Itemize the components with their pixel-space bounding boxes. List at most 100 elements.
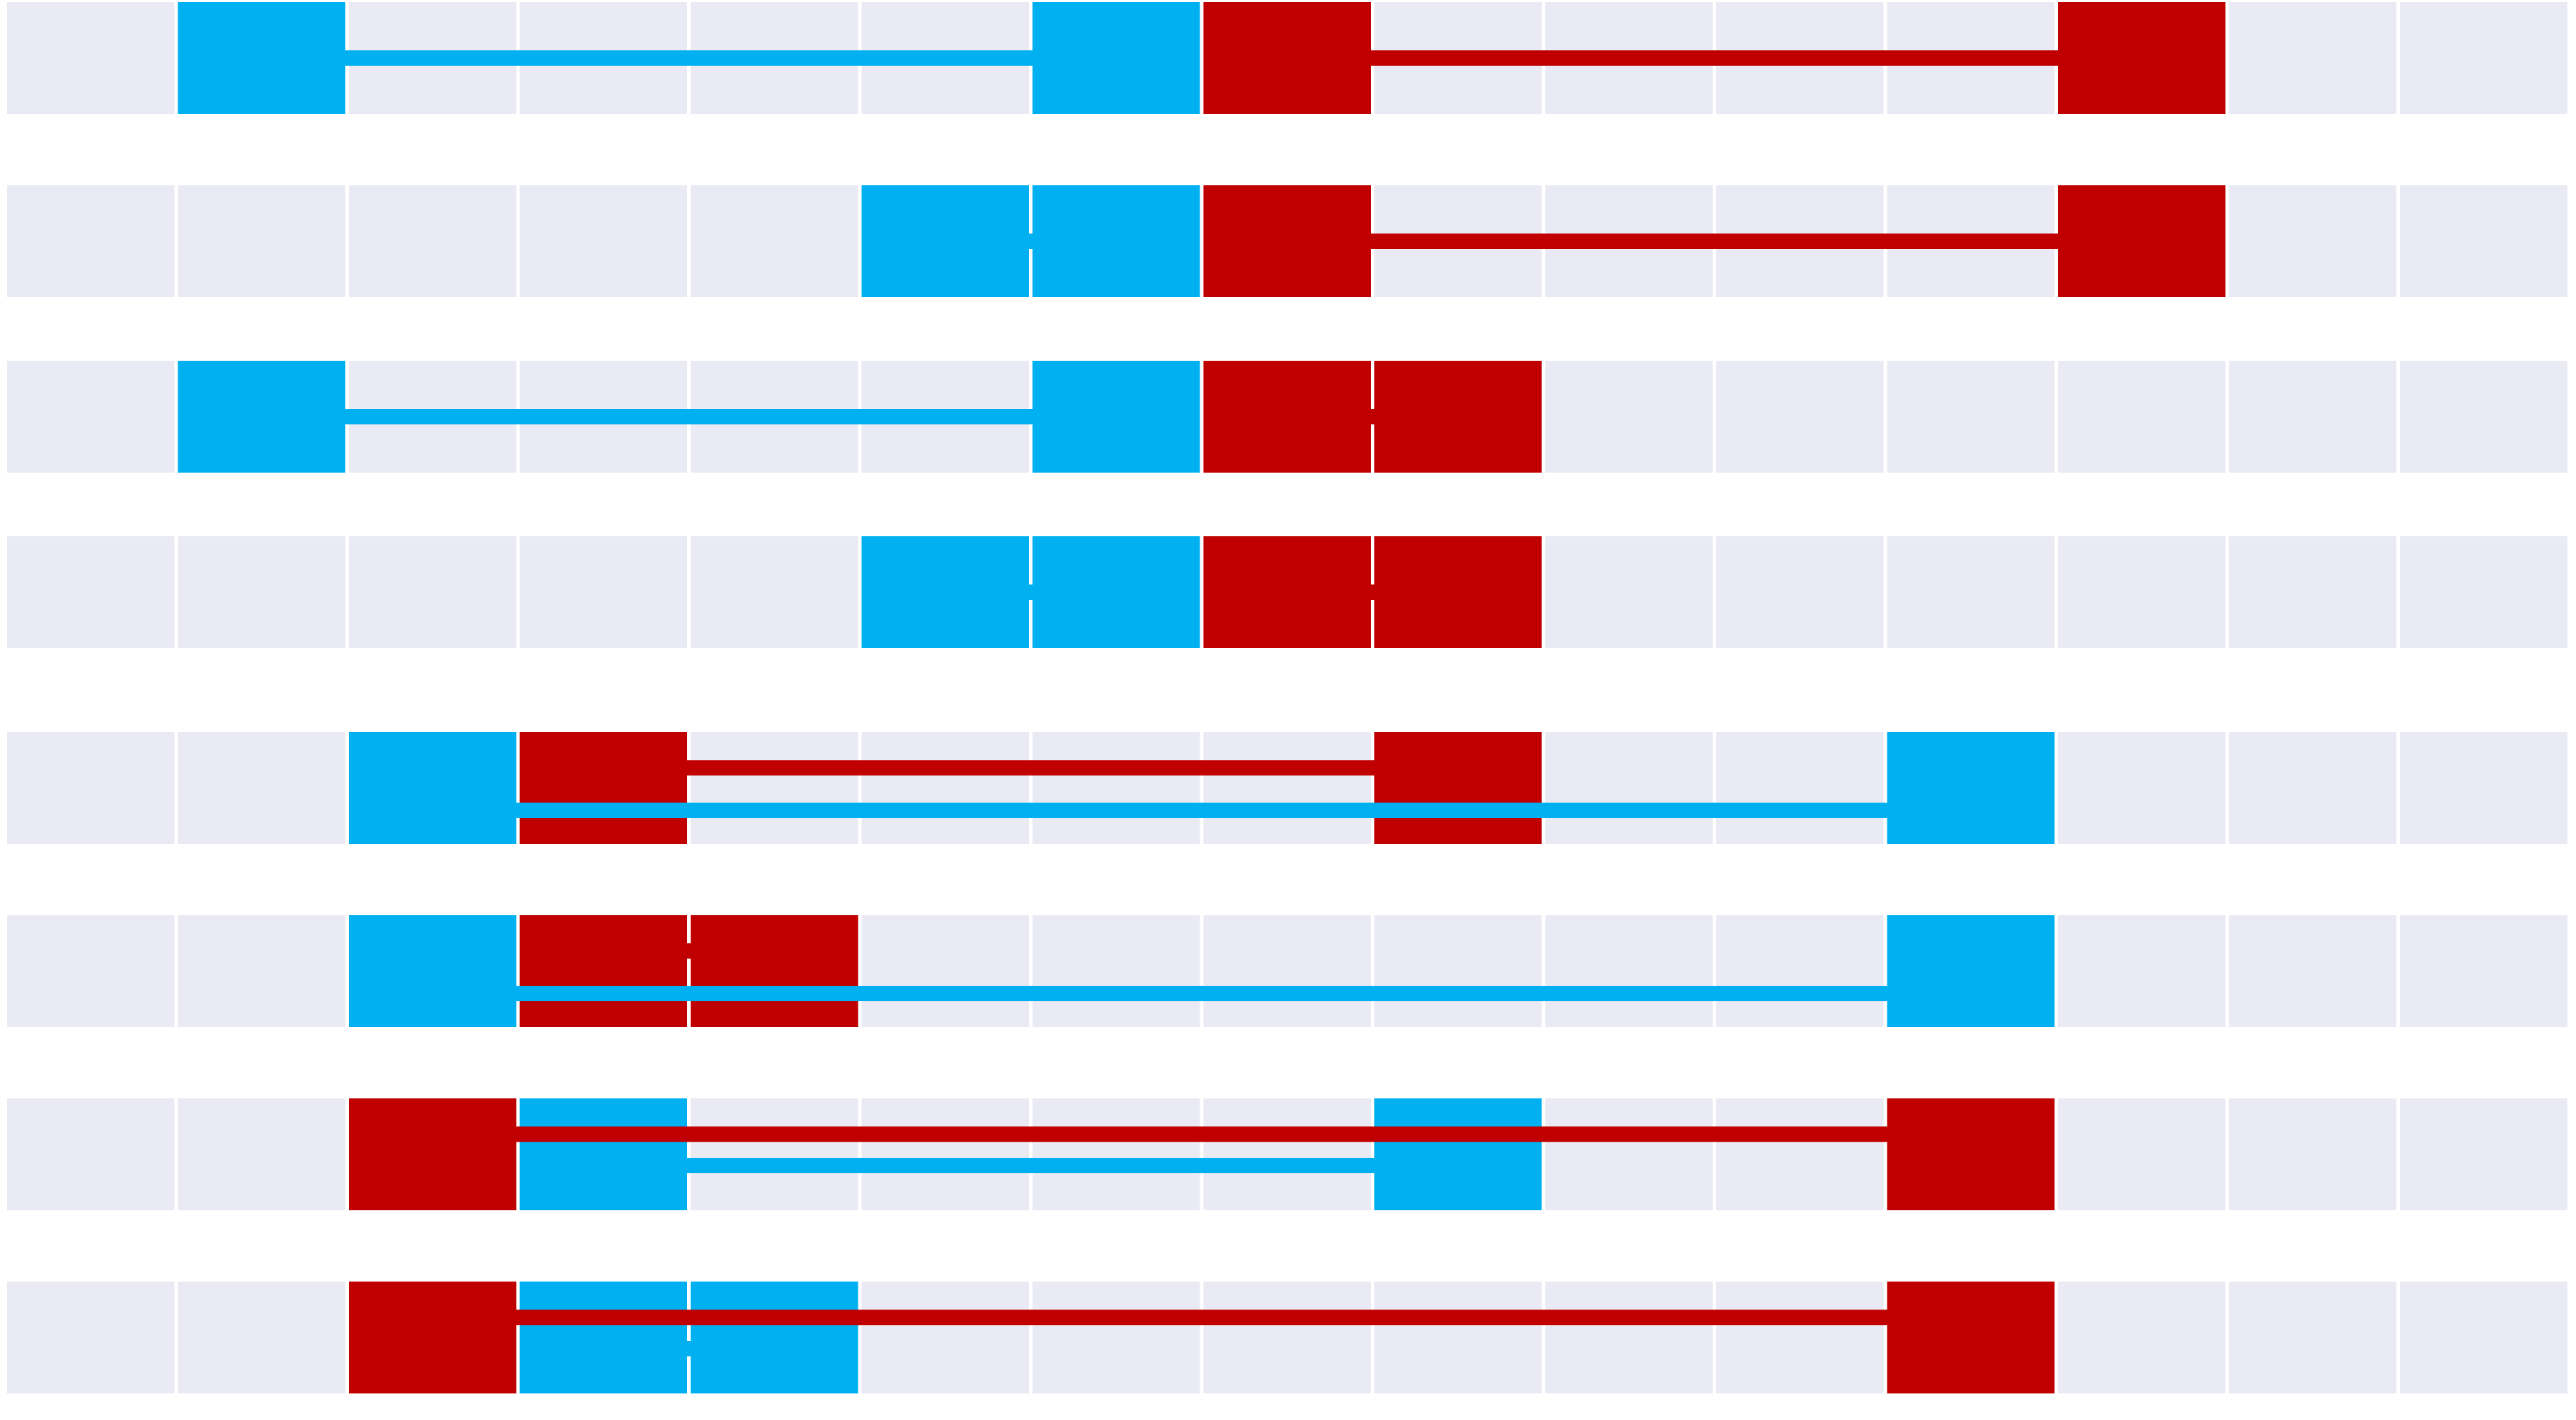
empty-cell: [519, 185, 687, 297]
empty-cell: [2400, 1282, 2568, 1393]
empty-cell: [691, 536, 858, 648]
diagram-row: [7, 536, 2568, 648]
empty-cell: [2058, 361, 2226, 473]
empty-cell: [7, 536, 175, 648]
empty-cell: [178, 732, 345, 844]
blue-square: [519, 1098, 687, 1210]
red-square: [1374, 536, 1542, 648]
empty-cell: [519, 536, 687, 648]
empty-cell: [178, 1098, 345, 1210]
empty-cell: [1032, 915, 1200, 1027]
empty-cell: [2400, 2, 2568, 114]
empty-cell: [1203, 915, 1371, 1027]
diagram-row: [7, 732, 2568, 844]
blue-square: [178, 361, 345, 473]
empty-cell: [2229, 185, 2396, 297]
blue-square: [519, 1282, 687, 1393]
empty-cell: [1545, 1282, 1713, 1393]
empty-cell: [2229, 361, 2396, 473]
empty-cell: [2400, 732, 2568, 844]
red-square: [519, 915, 687, 1027]
blue-square: [349, 732, 517, 844]
empty-cell: [1716, 1098, 1884, 1210]
red-square: [2058, 2, 2226, 114]
empty-cell: [2229, 732, 2396, 844]
red-square: [691, 915, 858, 1027]
empty-cell: [349, 185, 517, 297]
red-square: [1203, 185, 1371, 297]
empty-cell: [1887, 536, 2055, 648]
blue-square: [1887, 732, 2055, 844]
empty-cell: [2229, 915, 2396, 1027]
empty-cell: [7, 2, 175, 114]
red-square: [1203, 2, 1371, 114]
empty-cell: [1203, 732, 1371, 844]
blue-square: [1887, 915, 2055, 1027]
empty-cell: [2400, 536, 2568, 648]
empty-cell: [2058, 732, 2226, 844]
red-square: [2058, 185, 2226, 297]
empty-cell: [2400, 915, 2568, 1027]
empty-cell: [1032, 1098, 1200, 1210]
empty-cell: [1545, 915, 1713, 1027]
empty-cell: [2229, 2, 2396, 114]
empty-cell: [1545, 536, 1713, 648]
empty-cell: [7, 1282, 175, 1393]
blue-square: [349, 915, 517, 1027]
red-square: [519, 732, 687, 844]
diagram-row: [7, 915, 2568, 1027]
empty-cell: [1032, 1282, 1200, 1393]
empty-cell: [7, 361, 175, 473]
red-square: [1203, 536, 1371, 648]
blue-square: [1032, 185, 1200, 297]
empty-cell: [178, 185, 345, 297]
empty-cell: [1887, 361, 2055, 473]
empty-cell: [861, 1282, 1029, 1393]
empty-cell: [178, 1282, 345, 1393]
blue-square: [1032, 2, 1200, 114]
diagram-row: [7, 1098, 2568, 1210]
empty-cell: [2058, 1282, 2226, 1393]
empty-cell: [1374, 1282, 1542, 1393]
blue-square: [861, 185, 1029, 297]
red-square: [1203, 361, 1371, 473]
empty-cell: [1716, 732, 1884, 844]
empty-cell: [7, 732, 175, 844]
empty-cell: [861, 1098, 1029, 1210]
empty-cell: [178, 915, 345, 1027]
empty-cell: [1716, 361, 1884, 473]
empty-cell: [2229, 1282, 2396, 1393]
empty-cell: [2058, 915, 2226, 1027]
empty-cell: [2400, 361, 2568, 473]
blue-square: [1374, 1098, 1542, 1210]
empty-cell: [861, 732, 1029, 844]
empty-cell: [691, 732, 858, 844]
diagram-row: [7, 361, 2568, 473]
empty-cell: [2400, 185, 2568, 297]
empty-cell: [1545, 732, 1713, 844]
empty-cell: [1032, 732, 1200, 844]
empty-cell: [2229, 536, 2396, 648]
diagram-row: [7, 1282, 2568, 1393]
blue-square: [178, 2, 345, 114]
empty-cell: [178, 536, 345, 648]
empty-cell: [1545, 1098, 1713, 1210]
red-square: [1374, 732, 1542, 844]
empty-cell: [1545, 361, 1713, 473]
diagram-row: [7, 185, 2568, 297]
empty-cell: [1716, 1282, 1884, 1393]
empty-cell: [1374, 915, 1542, 1027]
blue-square: [861, 536, 1029, 648]
empty-cell: [7, 1098, 175, 1210]
empty-cell: [1716, 536, 1884, 648]
blue-square: [1032, 536, 1200, 648]
red-square: [349, 1282, 517, 1393]
empty-cell: [1203, 1282, 1371, 1393]
empty-cell: [2058, 1098, 2226, 1210]
empty-cell: [7, 185, 175, 297]
red-square: [1887, 1282, 2055, 1393]
empty-cell: [2400, 1098, 2568, 1210]
empty-cell: [7, 915, 175, 1027]
empty-cell: [691, 1098, 858, 1210]
